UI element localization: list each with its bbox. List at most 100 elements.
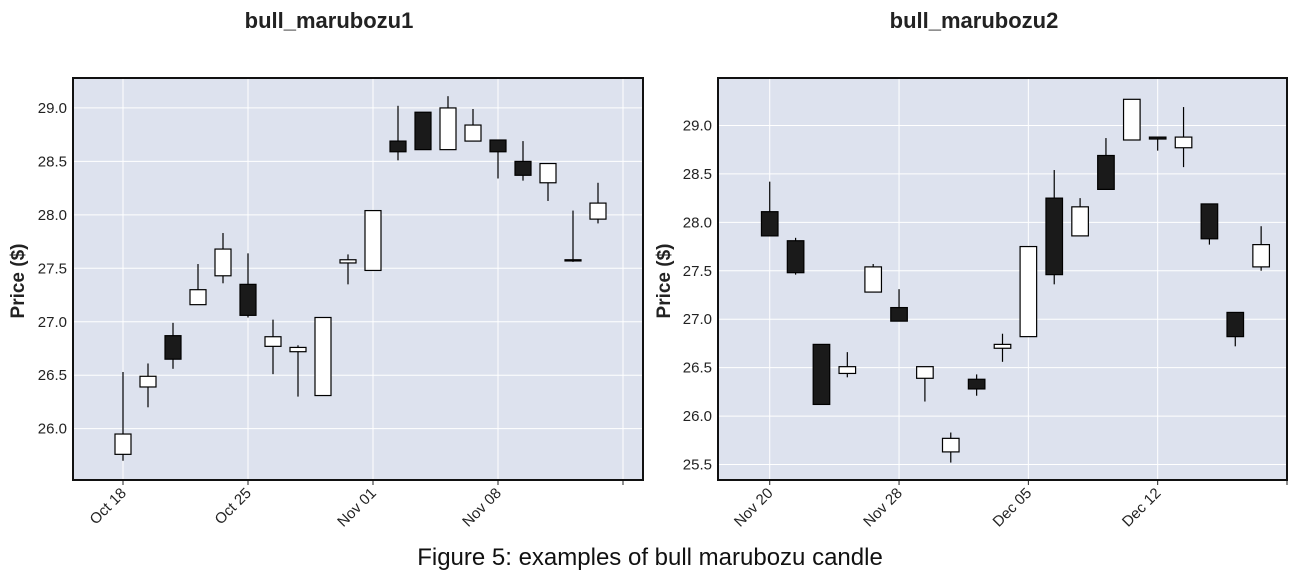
chart-bull-marubozu2: bull_marubozu2 Price ($) 25.5 26.0 26.5 27.… [654,8,1288,531]
candle-down [812,343,831,406]
candle-body [786,240,805,274]
y-tick-label: 28.5 [683,166,712,183]
candle-body [864,266,883,293]
candle-up [1174,107,1193,168]
candle-down [489,139,507,179]
y-tick-label: 26.5 [683,360,712,377]
candle-up [941,432,960,463]
candle-body [289,346,307,353]
candle-body [364,209,382,272]
candle-body [916,366,934,379]
candle-body [890,306,908,322]
candle-up [364,209,382,272]
candle-up [439,96,457,151]
candle-down [164,322,182,369]
y-tick-label: 27.5 [38,260,67,277]
candle-down [1097,138,1115,190]
candle-up [339,254,357,285]
candle-up [993,333,1012,362]
candle-body [760,211,779,237]
candle-body [967,378,986,390]
candle-body [1174,136,1193,149]
candle-body [1200,203,1219,240]
candle-down [1200,203,1219,245]
candle-down [890,289,908,322]
candle-body [514,160,532,176]
y-tick-label: 27.0 [683,311,712,328]
chart-title: bull_marubozu1 [245,8,414,33]
candle-body [1226,311,1245,338]
y-tick-label: 25.5 [683,457,712,474]
candle-body [189,289,207,306]
y-tick-label: 26.0 [38,421,67,438]
y-tick-label: 26.0 [683,408,712,425]
candle-body [114,433,132,455]
candle-body [1148,136,1167,140]
candle-body [264,336,282,347]
candle-body [1019,245,1038,338]
candle-up [189,264,207,306]
candle-up [916,366,934,402]
candle-down [414,111,432,151]
candle-up [214,233,232,284]
candle-body [1071,206,1089,237]
y-axis-label: Price ($) [8,244,29,319]
candle-up [314,316,332,397]
x-tick-label: Nov 28 [860,485,906,531]
candle-up [114,372,132,461]
candle-body [239,283,257,316]
candle-up [1071,198,1089,237]
y-tick-label: 28.5 [38,153,67,170]
candle-down [514,141,532,181]
candle-up [589,182,607,224]
candle-up [289,345,307,397]
candle-body [589,202,607,220]
plot-frame [717,77,1288,481]
figure-caption: Figure 5: examples of bull marubozu cand… [417,544,883,571]
y-tick-label: 29.0 [683,117,712,134]
candle-body [389,140,407,153]
candle-up [838,352,857,378]
candle-down [760,181,779,237]
candle-up [1019,245,1038,338]
candle-body [339,259,357,264]
plot-area [73,78,643,480]
candle-body [539,162,557,184]
candle-body [838,366,857,375]
candle-up [1122,98,1141,141]
candle-up [464,109,482,142]
candle-down [239,253,257,318]
y-tick-label: 29.0 [38,100,67,117]
candle-body [414,111,432,151]
candle-up [264,319,282,375]
candle-down [564,210,582,262]
candle-down [967,374,986,396]
candle-body [941,437,960,453]
candle-body [812,343,831,406]
x-tick-label: Nov 20 [731,485,777,531]
candle-body [314,316,332,397]
candle-body [164,335,182,360]
candle-body [489,139,507,153]
candle-body [464,124,482,142]
x-tick-label: Oct 18 [87,485,130,528]
candle-down [1045,170,1064,285]
x-tick-label: Nov 01 [334,485,380,531]
chart-title: bull_marubozu2 [890,8,1059,33]
candle-body [564,259,582,262]
y-tick-label: 27.0 [38,314,67,331]
candle-down [1226,311,1245,347]
candle-body [1252,244,1271,268]
candle-body [1045,197,1064,276]
candle-down [389,105,407,161]
candle-up [539,162,557,201]
candle-down [1148,136,1167,151]
y-tick-label: 28.0 [38,207,67,224]
y-axis-label: Price ($) [654,244,675,319]
x-tick-label: Dec 12 [1119,485,1165,531]
candle-up [1252,226,1271,271]
y-tick-label: 26.5 [38,367,67,384]
candle-body [993,343,1012,349]
x-tick-label: Oct 25 [212,485,255,528]
